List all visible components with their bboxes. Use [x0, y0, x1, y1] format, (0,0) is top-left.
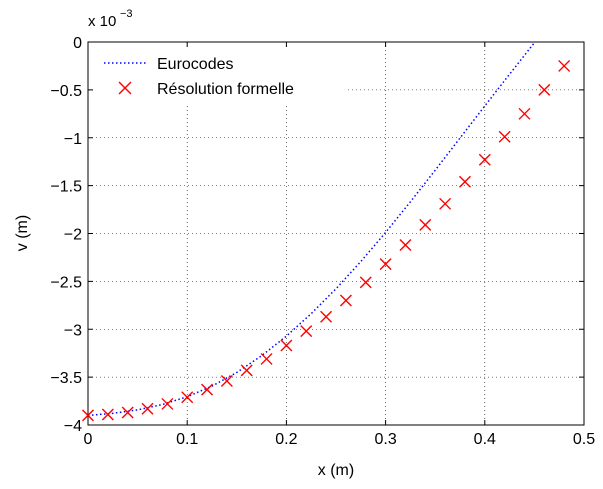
series-formelle-point — [300, 325, 313, 338]
y-tick-label: −0.5 — [50, 83, 82, 100]
series-formelle-point — [320, 310, 333, 323]
y-multiplier-base: x 10 — [88, 13, 116, 30]
x-tick-label: 0.2 — [275, 431, 297, 448]
y-tick-label: −4 — [64, 418, 82, 435]
series-formelle-point — [359, 276, 372, 289]
x-tick-label: 0.3 — [374, 431, 396, 448]
series-formelle-point — [518, 107, 531, 120]
x-tick-label: 0.1 — [176, 431, 198, 448]
legend: Eurocodes Résolution formelle — [95, 49, 345, 105]
series-formelle-point — [260, 352, 273, 365]
series-formelle-point — [458, 175, 471, 188]
x-tick-label: 0.5 — [573, 431, 595, 448]
legend-eurocodes-label: Eurocodes — [157, 56, 234, 73]
y-tick-label: −2.5 — [50, 274, 82, 291]
legend-formelle-marker — [118, 81, 132, 95]
legend-formelle-label: Résolution formelle — [157, 81, 294, 98]
series-formelle-point — [280, 339, 293, 352]
y-tick-label: −1.5 — [50, 179, 82, 196]
series-formelle-point — [161, 397, 174, 410]
series-formelle-point — [181, 391, 194, 404]
series-formelle-point — [498, 130, 511, 143]
x-tick-label: 0 — [84, 431, 93, 448]
series-formelle-point — [240, 364, 253, 377]
ticks: 0 0.1 0.2 0.3 0.4 0.5 0 −0.5 −1 −1.5 −2 −2.5 −3 −3.5 −… — [50, 35, 595, 448]
y-tick-label: 0 — [73, 35, 82, 52]
y-multiplier-exponent: −3 — [120, 8, 133, 20]
series-formelle-point — [399, 238, 412, 251]
series-formelle-point — [419, 218, 432, 231]
series-layer — [82, 41, 571, 422]
series-formelle-point — [201, 383, 214, 396]
series-eurocodes-line — [87, 41, 536, 417]
y-tick-label: −1 — [64, 131, 82, 148]
legend-box — [95, 49, 345, 105]
x-tick-label: 0.4 — [474, 431, 496, 448]
series-formelle-point — [82, 409, 94, 422]
y-axis-label: v (m) — [14, 215, 31, 251]
x-axis-label: x (m) — [318, 462, 354, 479]
y-tick-label: −2 — [64, 227, 82, 244]
series-formelle-point — [141, 402, 154, 415]
series-formelle-point — [101, 408, 114, 421]
series-formelle-point — [478, 153, 491, 166]
series-formelle-point — [439, 197, 452, 210]
series-formelle-point — [220, 374, 233, 387]
series-formelle-point — [379, 258, 392, 271]
series-formelle-point — [121, 406, 134, 419]
y-tick-label: −3.5 — [50, 370, 82, 387]
series-formelle-point — [538, 83, 551, 96]
series-formelle-point — [339, 294, 352, 307]
y-tick-label: −3 — [64, 322, 82, 339]
series-formelle-point — [558, 59, 571, 72]
